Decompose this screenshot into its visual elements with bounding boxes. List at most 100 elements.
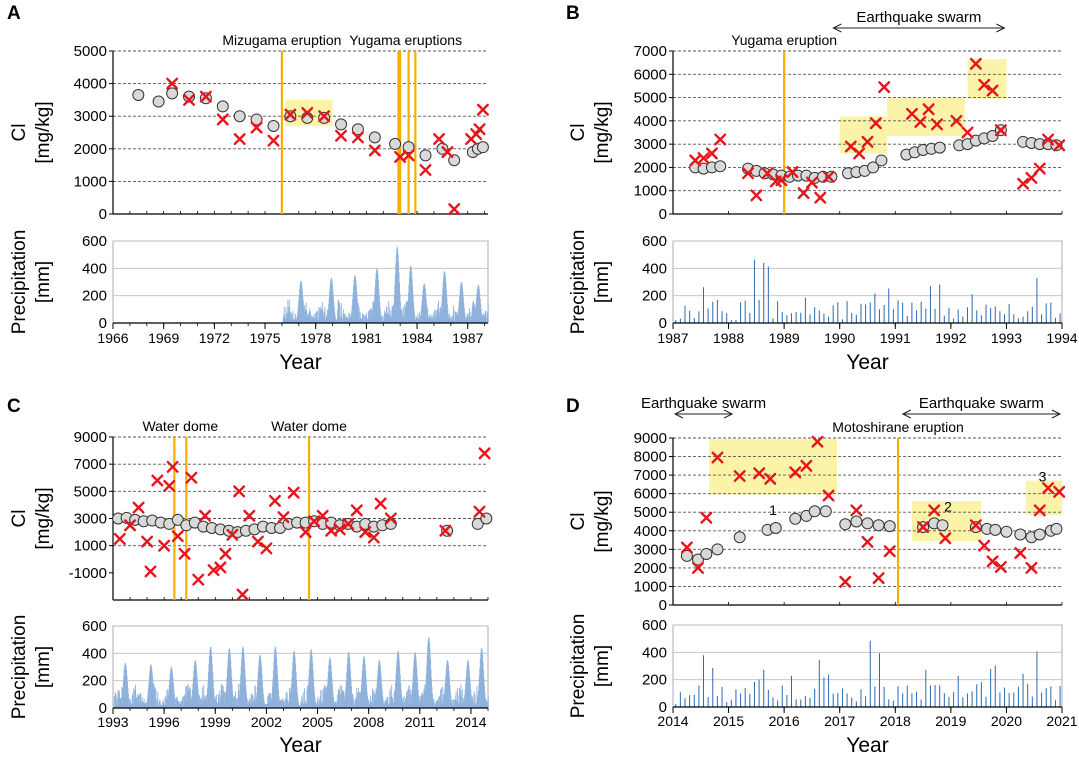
precip-bar <box>294 657 296 708</box>
data-point-cross <box>233 133 246 146</box>
precip-bar <box>152 676 154 708</box>
swarm-arrow-head-left <box>901 409 912 419</box>
data-point-cross <box>914 116 927 129</box>
precip-bar <box>118 692 119 708</box>
swarm-arrow-head-right <box>723 409 734 419</box>
precip-bar <box>874 686 876 707</box>
precip-bar <box>235 691 236 708</box>
x-tick-label: 1981 <box>351 330 382 346</box>
precip-bar <box>286 316 288 323</box>
precip-bar <box>297 693 298 708</box>
cl-y-tick-label: 1000 <box>634 578 667 595</box>
precip-bar <box>246 699 248 708</box>
data-point-cross <box>441 146 454 159</box>
precip-bar <box>371 688 373 708</box>
precip-bar <box>223 691 225 708</box>
precip-bar <box>307 691 309 708</box>
precip-bar <box>416 667 418 708</box>
precip-bar <box>1017 686 1019 707</box>
precip-bar <box>226 677 228 708</box>
precip-bar <box>851 312 853 323</box>
precip-bar <box>392 307 393 323</box>
precip-bar <box>345 320 347 323</box>
precip-bar <box>239 690 241 708</box>
precip-bar <box>226 669 228 708</box>
precip-bar <box>334 703 336 708</box>
x-tick-label: 1972 <box>199 330 230 346</box>
precip-bar <box>178 702 180 708</box>
precip-bar <box>399 293 401 323</box>
precip-bar <box>311 315 313 323</box>
precip-bar <box>247 702 249 708</box>
precip-bar <box>174 698 176 708</box>
data-point-circle <box>1000 525 1013 538</box>
precip-bar <box>151 666 153 708</box>
precip-bar <box>355 279 357 323</box>
precip-bar <box>1050 302 1052 323</box>
precip-bar <box>182 696 184 708</box>
precip-bar <box>449 314 451 323</box>
precip-bar <box>316 313 318 323</box>
precip-bar <box>139 692 141 708</box>
precip-bar <box>391 316 393 323</box>
data-point-circle <box>402 141 415 154</box>
precip-bar <box>133 688 135 708</box>
precip-bar <box>346 672 348 708</box>
precip-bar <box>467 313 469 323</box>
precip-bar <box>339 685 341 708</box>
precip-bar <box>469 316 471 323</box>
data-point-cross <box>207 564 220 577</box>
precip-bar <box>407 301 408 323</box>
data-point-cross <box>287 486 300 499</box>
cl-y-tick-label: 7000 <box>634 467 667 484</box>
precip-bar <box>389 688 391 708</box>
precip-bar <box>458 695 460 708</box>
precip-bar <box>916 691 918 707</box>
precip-bar <box>860 689 862 707</box>
precip-bar <box>373 305 375 323</box>
precip-bar <box>313 678 315 708</box>
precip-bar <box>226 685 227 708</box>
precip-bar <box>379 308 381 323</box>
precip-bar <box>698 685 700 707</box>
precip-bar <box>346 664 348 708</box>
precip-bar <box>487 317 489 323</box>
precip-bar <box>427 646 429 708</box>
precip-bar <box>432 701 434 708</box>
event-label: Motoshirane eruption <box>832 419 964 435</box>
precip-bar <box>288 705 290 708</box>
precip-bar <box>432 697 434 708</box>
precip-bar <box>236 699 238 708</box>
precip-bar <box>265 704 267 708</box>
precip-bar <box>323 318 324 323</box>
precip-bar <box>146 698 148 708</box>
precip-bar <box>369 703 370 708</box>
precip-bar <box>433 311 435 323</box>
precip-bar <box>324 685 325 708</box>
precip-bar <box>162 701 164 708</box>
precip-bar <box>444 682 446 708</box>
precip-bar <box>487 304 489 323</box>
precip-bar <box>245 692 247 708</box>
precip-bar <box>285 691 287 708</box>
precip-bar <box>295 318 297 323</box>
precip-bar <box>343 314 345 323</box>
precip-bar <box>311 655 313 708</box>
precip-bar <box>127 681 128 708</box>
data-point-cross <box>158 539 171 552</box>
precip-bar <box>298 300 300 323</box>
data-point-cross <box>448 203 461 216</box>
precip-bar <box>143 699 145 708</box>
precip-bar <box>292 655 294 708</box>
cl-y-tick-label: 3000 <box>634 136 667 153</box>
precip-bar <box>304 702 306 708</box>
precip-bar <box>158 701 160 708</box>
precip-bar <box>458 306 460 323</box>
data-point-cross <box>950 114 963 127</box>
x-axis-label: Year <box>846 734 888 757</box>
precip-bar <box>331 278 332 323</box>
data-point-cross <box>814 191 827 204</box>
precip-bar <box>137 702 139 708</box>
precip-bar <box>209 650 211 708</box>
precip-bar <box>446 303 448 323</box>
